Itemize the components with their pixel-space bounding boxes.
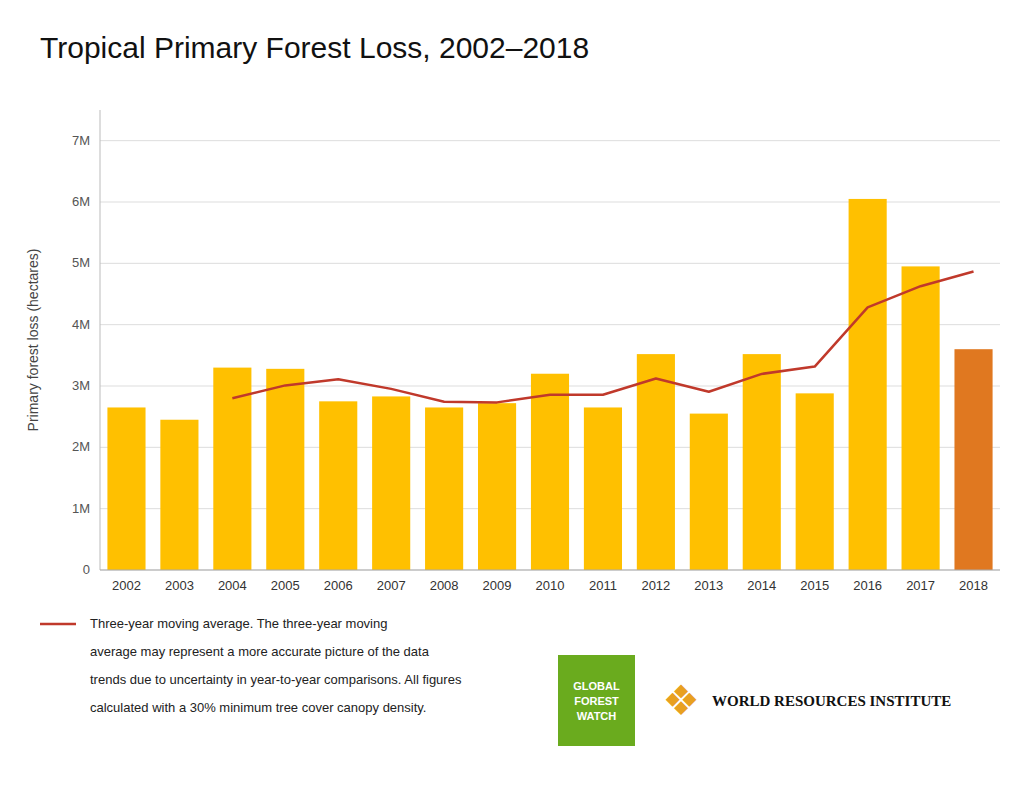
y-tick-label: 5M xyxy=(72,255,90,270)
x-tick-label: 2012 xyxy=(641,578,670,593)
x-tick-label: 2016 xyxy=(853,578,882,593)
x-axis-line xyxy=(100,570,1000,571)
x-tick-label: 2003 xyxy=(165,578,194,593)
x-tick-label: 2015 xyxy=(800,578,829,593)
grid-line xyxy=(100,140,1000,141)
marks xyxy=(107,199,992,570)
gfw-text-line: FOREST xyxy=(574,695,619,707)
bar xyxy=(425,407,463,570)
wri-icon: ❖ xyxy=(662,676,700,725)
bar xyxy=(478,403,516,570)
bar xyxy=(902,266,940,570)
y-axis-line xyxy=(100,110,101,570)
gfw-box xyxy=(558,655,635,746)
y-grid: 0 1M 2M 3M 4M 5M 6M 7M xyxy=(72,133,1000,577)
x-tick-label: 2006 xyxy=(324,578,353,593)
bar xyxy=(372,396,410,570)
bar xyxy=(690,414,728,570)
y-tick-label: 6M xyxy=(72,194,90,209)
gfw-text-line: GLOBAL xyxy=(573,680,620,692)
bar xyxy=(849,199,887,570)
x-tick-label: 2009 xyxy=(483,578,512,593)
moving-average-line xyxy=(232,271,973,402)
bar xyxy=(743,354,781,570)
bar xyxy=(160,420,198,570)
footnote: Three-year moving average. The three-yea… xyxy=(90,616,387,631)
x-tick-label: 2013 xyxy=(694,578,723,593)
legend-swatch xyxy=(40,623,76,626)
x-tick-label: 2018 xyxy=(959,578,988,593)
x-tick-label: 2010 xyxy=(536,578,565,593)
y-tick-label: 4M xyxy=(72,317,90,332)
y-tick-label: 1M xyxy=(72,501,90,516)
gfw-text-line: WATCH xyxy=(577,710,617,722)
x-tick-label: 2002 xyxy=(112,578,141,593)
footnote: calculated with a 30% minimum tree cover… xyxy=(90,700,426,715)
bar xyxy=(796,393,834,570)
x-tick-label: 2004 xyxy=(218,578,247,593)
x-tick-label: 2011 xyxy=(589,578,617,593)
wri-text: WORLD RESOURCES INSTITUTE xyxy=(712,693,951,709)
bar xyxy=(266,369,304,570)
bar xyxy=(584,407,622,570)
footnote: trends due to uncertainty in year-to-yea… xyxy=(90,672,462,687)
gfw-text: GLOBAL FOREST WATCH xyxy=(573,680,620,722)
chart: Tropical Primary Forest Loss, 2002–2018 0… xyxy=(0,0,1024,789)
title: Tropical Primary Forest Loss, 2002–2018 xyxy=(40,31,589,64)
footnote: average may represent a more accurate pi… xyxy=(90,644,430,659)
y-tick-label: 3M xyxy=(72,378,90,393)
y-tick-label: 0 xyxy=(83,562,90,577)
bar xyxy=(531,374,569,570)
x-tick-label: 2014 xyxy=(747,578,776,593)
x-tick-label: 2005 xyxy=(271,578,300,593)
x-tick-label: 2017 xyxy=(906,578,935,593)
bar xyxy=(107,407,145,570)
grid-line xyxy=(100,570,1000,571)
x-tick-label: 2007 xyxy=(377,578,406,593)
x-tick-label: 2008 xyxy=(430,578,459,593)
y-tick-label: 2M xyxy=(72,439,90,454)
bar xyxy=(319,401,357,570)
y-tick-label: 7M xyxy=(72,133,90,148)
bar xyxy=(637,354,675,570)
y-axis-label: Primary forest loss (hectares) xyxy=(25,249,41,432)
bar xyxy=(954,349,992,570)
